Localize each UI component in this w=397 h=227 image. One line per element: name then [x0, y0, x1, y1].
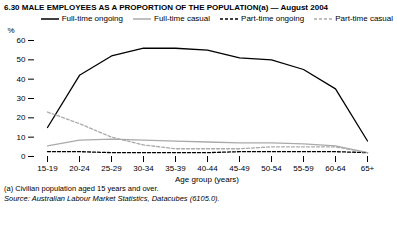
html-text:(a) Civilian population aged 1: (a) Civilian population aged 15 years an… — [4, 184, 159, 193]
svg-text:0: 0 — [21, 152, 26, 161]
svg-text:30-34: 30-34 — [133, 164, 154, 173]
svg-text:40: 40 — [17, 75, 26, 84]
svg-text:%: % — [8, 26, 15, 35]
html-text:Part-time casual: Part-time casual — [335, 14, 393, 23]
svg-text:20: 20 — [17, 113, 26, 122]
svg-text:35-39: 35-39 — [165, 164, 186, 173]
svg-text:45-49: 45-49 — [229, 164, 250, 173]
svg-text:30: 30 — [17, 94, 26, 103]
svg-text:50: 50 — [17, 55, 26, 64]
svg-text:50-54: 50-54 — [261, 164, 282, 173]
html-text:Full-time casual: Full-time casual — [154, 14, 210, 23]
html-text:Source: Australian Labour Mark: Source: Australian Labour Market Statist… — [4, 194, 220, 203]
html-text:6.30 MALE EMPLOYEES AS A PROPO: 6.30 MALE EMPLOYEES AS A PROPORTION OF T… — [4, 3, 328, 12]
svg-text:Age group (years): Age group (years) — [175, 175, 239, 184]
html-text:Full-time ongoing: Full-time ongoing — [61, 14, 123, 23]
svg-text:15-19: 15-19 — [37, 164, 58, 173]
html-text:Part-time ongoing: Part-time ongoing — [241, 14, 305, 23]
svg-text:55-59: 55-59 — [293, 164, 314, 173]
svg-text:40-44: 40-44 — [197, 164, 218, 173]
svg-text:10: 10 — [17, 133, 26, 142]
svg-text:60: 60 — [17, 36, 26, 45]
svg-text:20-24: 20-24 — [69, 164, 90, 173]
svg-text:65+: 65+ — [361, 164, 375, 173]
svg-text:25-29: 25-29 — [101, 164, 122, 173]
svg-text:60-64: 60-64 — [325, 164, 346, 173]
